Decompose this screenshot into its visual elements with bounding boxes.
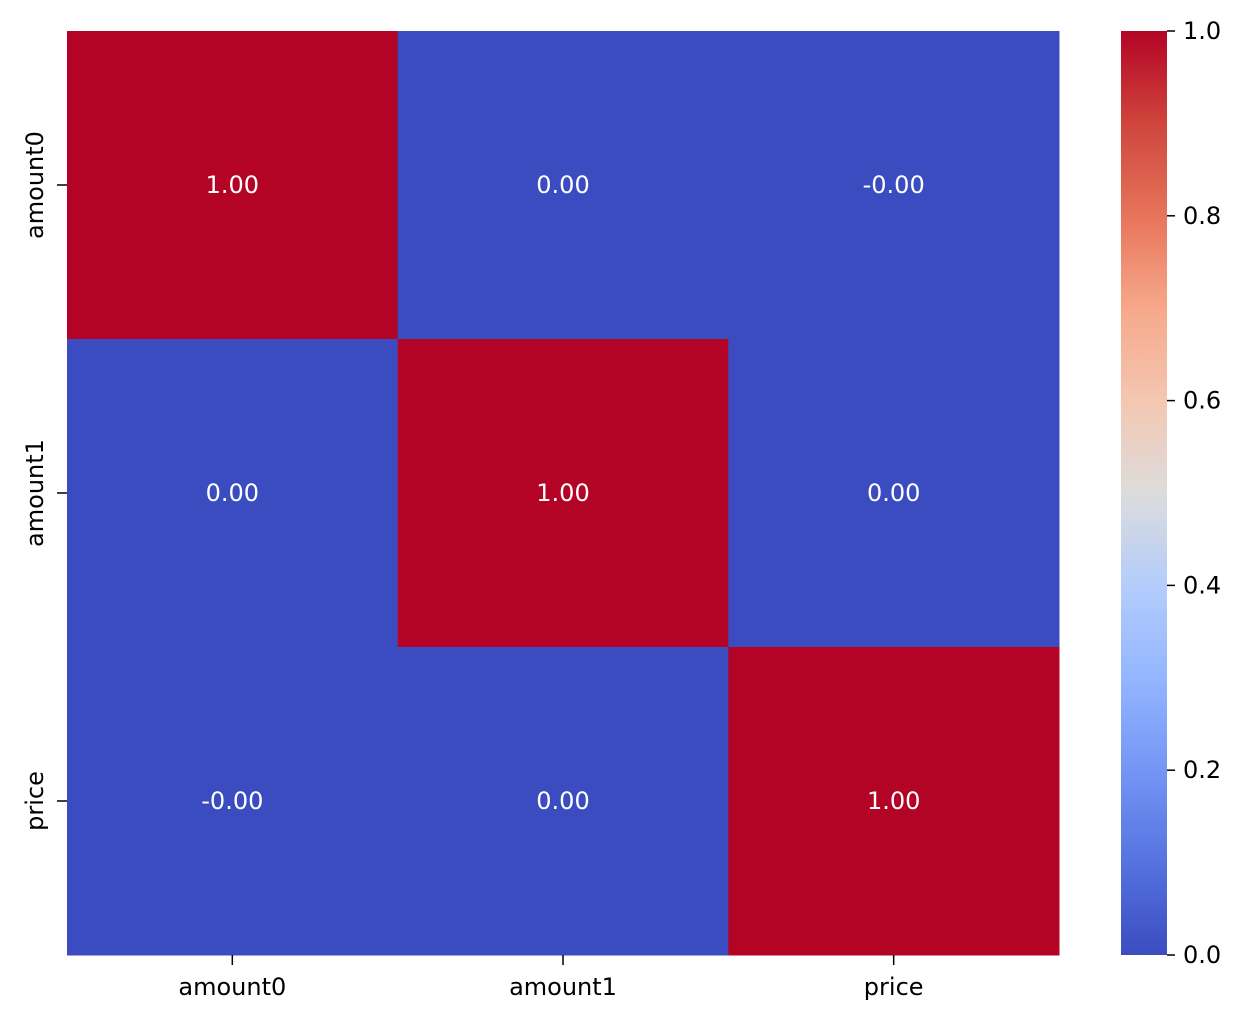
heatmap-annotations: 1.00 0.00 -0.00 0.00 1.00 0.00 -0.00 0.00 1.00 bbox=[201, 171, 924, 815]
x-tick-label: amount0 bbox=[178, 973, 286, 1001]
x-axis: amount0 amount1 price bbox=[178, 955, 924, 1001]
y-axis: amount0 amount1 price bbox=[21, 131, 67, 831]
heatmap-cell bbox=[728, 647, 1060, 956]
y-tick-label: price bbox=[21, 771, 49, 831]
heatmap-cell bbox=[728, 339, 1060, 648]
cell-annotation: 0.00 bbox=[536, 171, 589, 199]
colorbar-tick-label: 0.2 bbox=[1183, 756, 1221, 784]
cell-annotation: 0.00 bbox=[206, 479, 259, 507]
colorbar: 0.0 0.2 0.4 0.6 0.8 1.0 bbox=[1121, 17, 1221, 969]
cell-annotation: 1.00 bbox=[536, 479, 589, 507]
colorbar-tick-label: 0.6 bbox=[1183, 387, 1221, 415]
heatmap-cell bbox=[397, 339, 729, 648]
heatmap-cell bbox=[67, 647, 399, 956]
heatmap-cell bbox=[728, 31, 1060, 340]
cell-annotation: 1.00 bbox=[206, 171, 259, 199]
heatmap-cell bbox=[397, 647, 729, 956]
colorbar-tick-label: 0.0 bbox=[1183, 941, 1221, 969]
colorbar-tick-label: 0.8 bbox=[1183, 202, 1221, 230]
colorbar-gradient bbox=[1121, 31, 1167, 955]
y-tick-label: amount1 bbox=[21, 439, 49, 547]
cell-annotation: 0.00 bbox=[536, 787, 589, 815]
cell-annotation: 1.00 bbox=[867, 787, 920, 815]
cell-annotation: -0.00 bbox=[863, 171, 925, 199]
colorbar-tick-label: 0.4 bbox=[1183, 571, 1221, 599]
heatmap-cell bbox=[67, 31, 399, 340]
cell-annotation: -0.00 bbox=[201, 787, 263, 815]
x-tick-label: price bbox=[864, 973, 924, 1001]
heatmap-cells bbox=[67, 31, 1060, 956]
heatmap-cell bbox=[67, 339, 399, 648]
heatmap-cell bbox=[397, 31, 729, 340]
y-tick-label: amount0 bbox=[21, 131, 49, 239]
colorbar-tick-label: 1.0 bbox=[1183, 17, 1221, 45]
cell-annotation: 0.00 bbox=[867, 479, 920, 507]
x-tick-label: amount1 bbox=[509, 973, 617, 1001]
